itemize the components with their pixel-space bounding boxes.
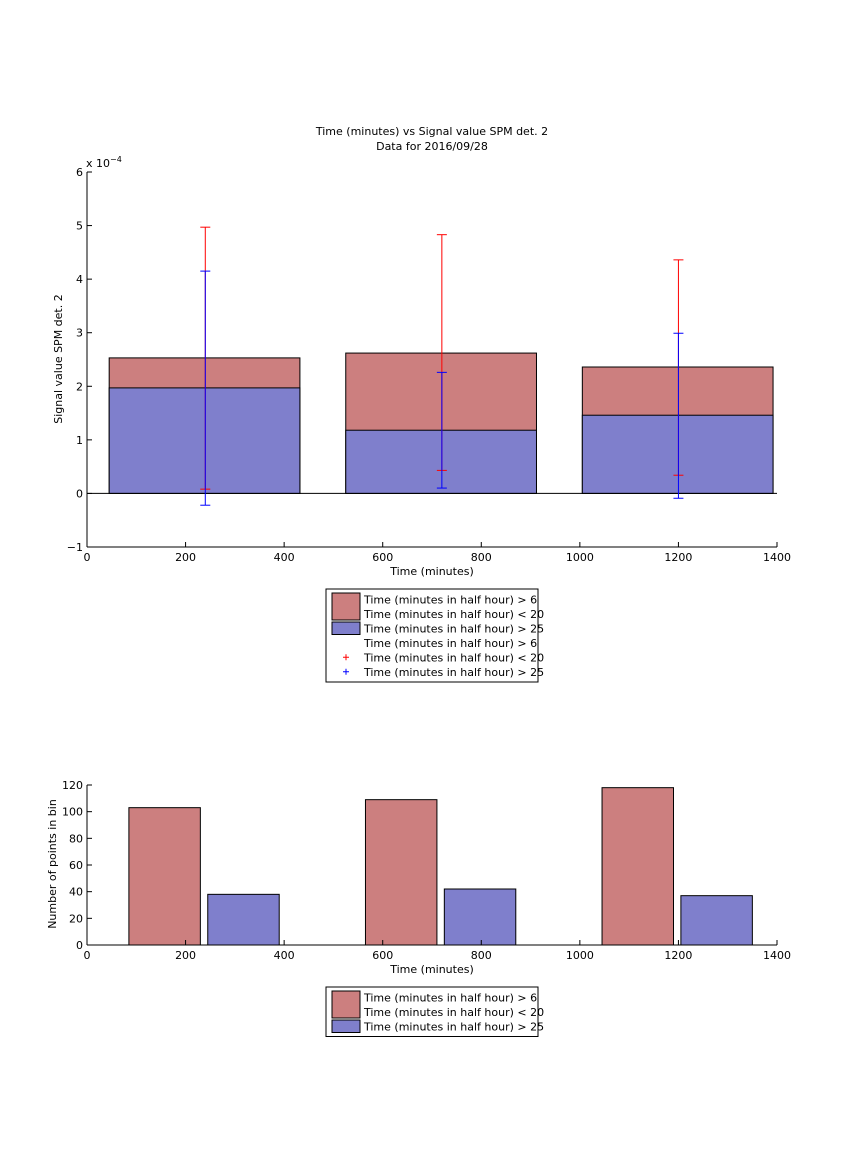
legend-label: Time (minutes in half hour) < 20 [363,608,544,621]
y-tick-label: −1 [67,541,83,554]
bottom-y-axis-label: Number of points in bin [46,799,59,929]
x-tick-label: 800 [471,949,492,962]
y-tick-label: 120 [62,779,83,792]
y-tick-label: 3 [76,327,83,340]
y-tick-label: 5 [76,220,83,233]
x-tick-label: 400 [274,949,295,962]
count-bar [601,787,674,946]
bottom-chart-axes: 0 200 400 600 800 1000 1200 1400 0 20 40 60 80 100 120 [62,779,791,962]
legend-label: Time (minutes in half hour) > 6 [363,594,537,607]
bottom-x-axis-label: Time (minutes) [389,963,474,976]
legend-box [325,986,539,1037]
x-tick-label: 200 [175,949,196,962]
x-tick-label: 400 [274,551,295,564]
y-tick-label: 100 [62,806,83,819]
x-tick-label: 600 [372,949,393,962]
legend-patch [331,592,361,621]
legend-label: Time (minutes in half hour) < 20 [363,1006,544,1019]
top-y-axis-label: Signal value SPM det. 2 [52,294,65,424]
chart-title: Time (minutes) vs Signal value SPM det. … [315,125,548,138]
y-tick-label: 6 [76,166,83,179]
legend-label: Time (minutes in half hour) > 25 [363,623,544,636]
y-tick-label: 4 [76,273,83,286]
y-tick-label: 0 [76,939,83,952]
x-tick-label: 600 [372,551,393,564]
legend-label: Time (minutes in half hour) < 20 [363,652,544,665]
y-tick-label: 2 [76,380,83,393]
x-tick-label: 1400 [763,949,791,962]
count-bar [443,888,517,946]
legend-label: Time (minutes in half hour) > 25 [363,1021,544,1034]
y-tick-label: 40 [69,886,83,899]
x-tick-label: 1400 [763,551,791,564]
x-tick-label: 0 [84,551,91,564]
y-exponent-label: x 10−4 [86,155,122,170]
x-tick-label: 1200 [664,551,692,564]
legend-label: Time (minutes in half hour) > 6 [363,992,537,1005]
count-bar [364,799,438,946]
bar-lower [581,414,774,494]
y-tick-label: 60 [69,859,83,872]
x-tick-label: 0 [84,949,91,962]
x-tick-label: 200 [175,551,196,564]
y-tick-label: 80 [69,832,83,845]
y-tick-label: 1 [76,434,83,447]
count-bar [128,807,201,946]
count-bar [207,893,280,946]
x-tick-label: 1000 [566,551,594,564]
legend-patch [331,621,361,635]
legend-label: Time (minutes in half hour) > 25 [363,666,544,679]
y-tick-label: 0 [76,487,83,500]
bar-lower [345,429,537,494]
count-bar [680,895,753,946]
top-x-axis-label: Time (minutes) [389,565,474,578]
legend-box [325,588,539,683]
x-tick-label: 1000 [566,949,594,962]
x-tick-label: 800 [471,551,492,564]
x-tick-label: 1200 [664,949,692,962]
legend-patch [331,990,361,1019]
legend-label: Time (minutes in half hour) > 6 [363,637,537,650]
legend-patch [331,1019,361,1033]
bar-lower [108,387,301,494]
y-tick-label: 20 [69,912,83,925]
chart-subtitle: Data for 2016/09/28 [376,140,488,153]
